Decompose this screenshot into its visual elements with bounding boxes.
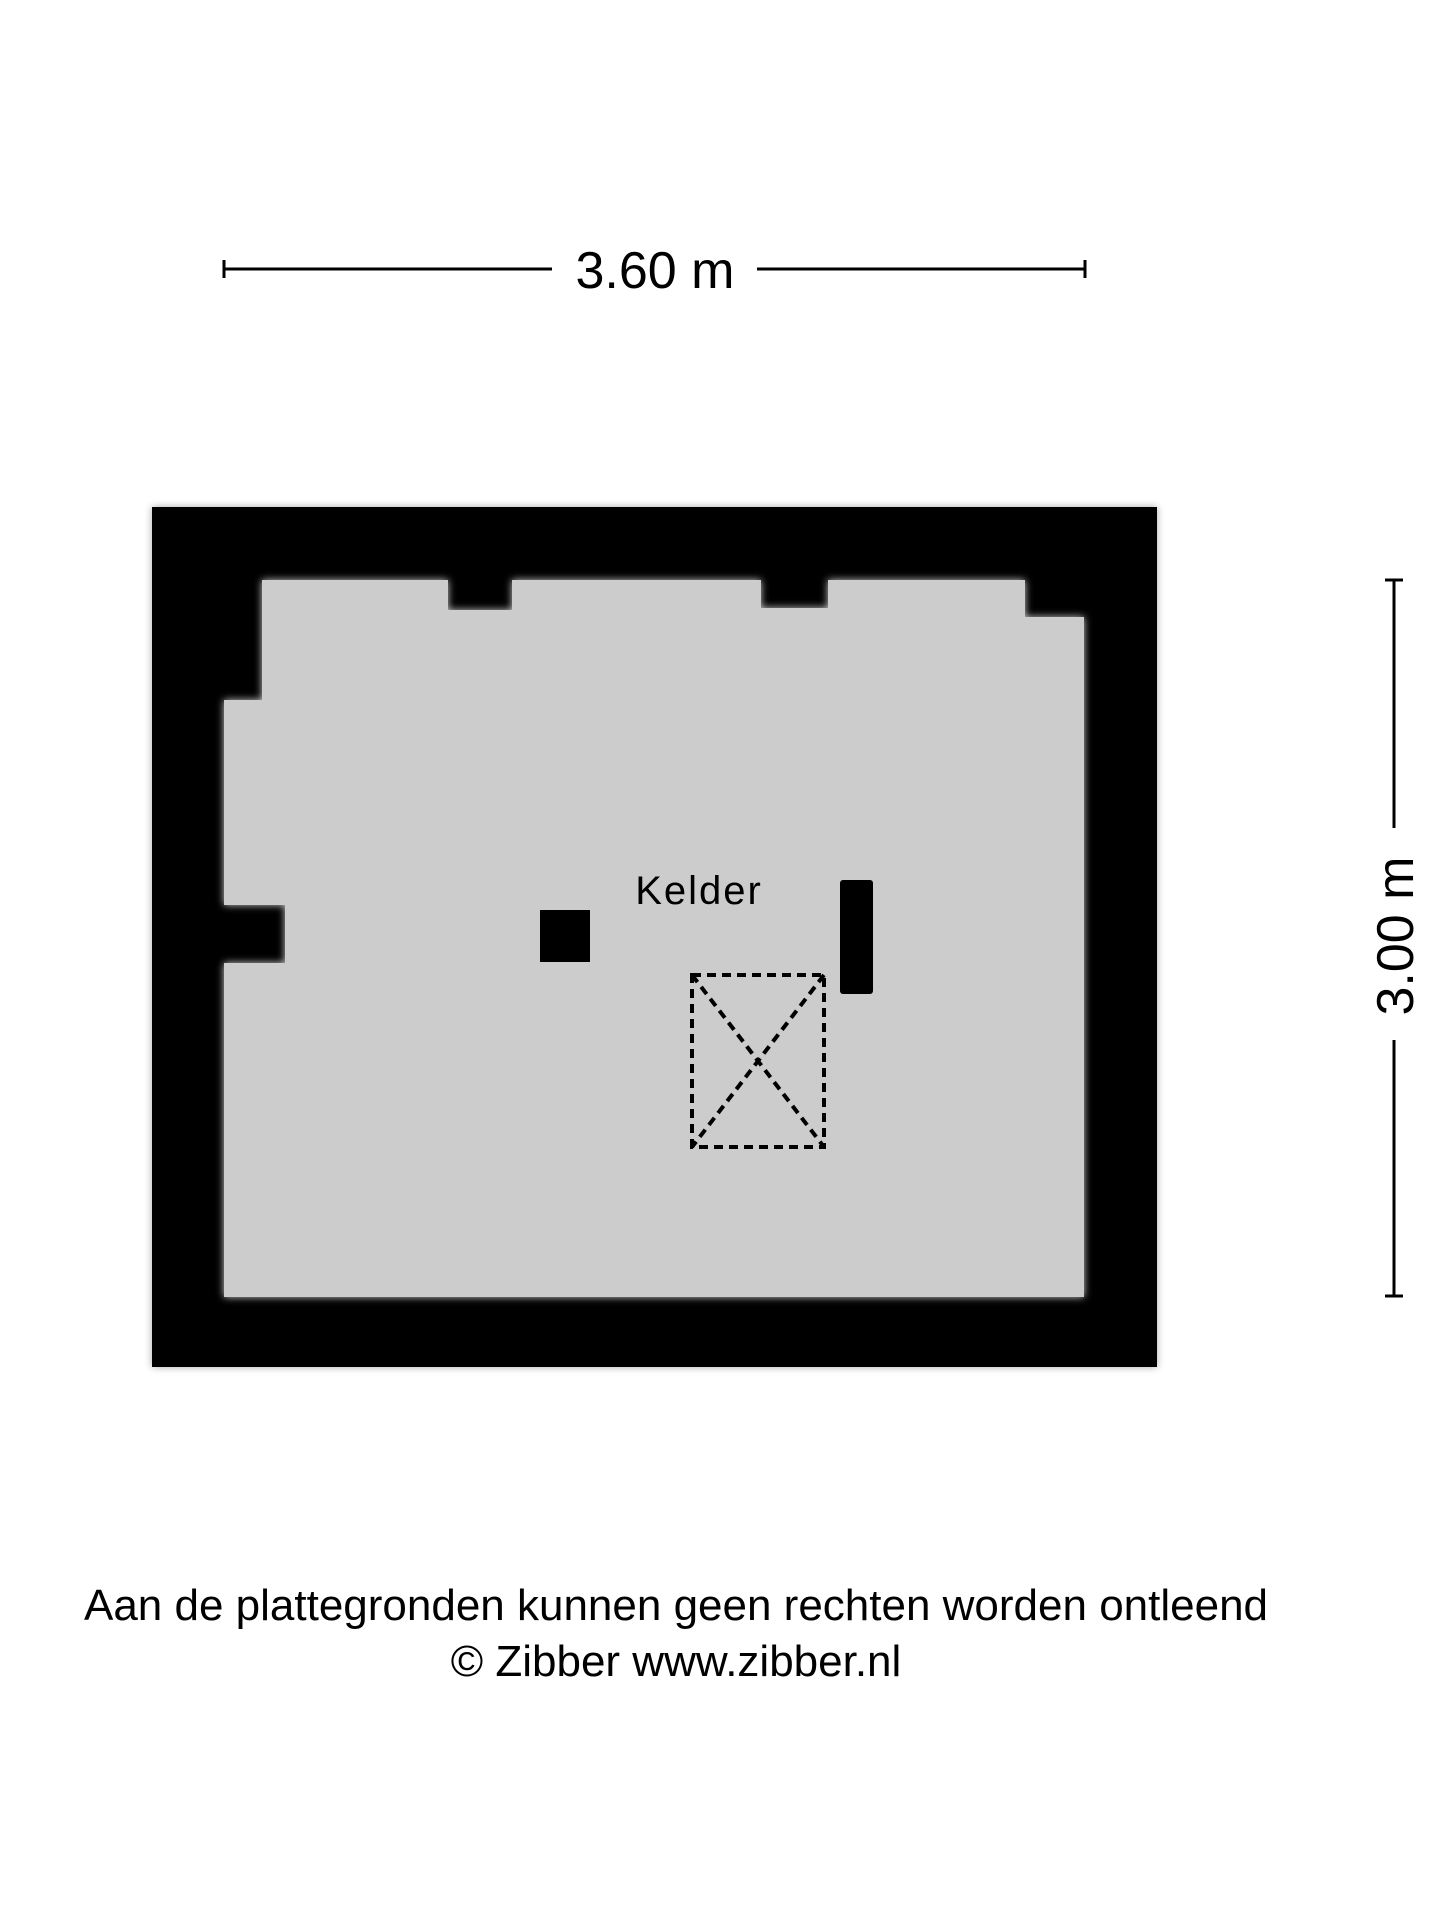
room-floor [224, 580, 1084, 1297]
room-label-kelder: Kelder [635, 869, 763, 913]
wall-stub [840, 880, 873, 994]
height-dimension-label: 3.00 m [1367, 857, 1425, 1016]
width-dimension-label: 3.60 m [576, 242, 735, 300]
hatch-outline [690, 973, 826, 1149]
floor [224, 580, 1084, 1297]
column-pillar [540, 910, 590, 962]
width-dimension: 3.60 m [222, 242, 1087, 300]
disclaimer-text: Aan de plattegronden kunnen geen rechten… [83, 1581, 1269, 1630]
hatch-icon [690, 973, 826, 1149]
copyright-text: © Zibber www.zibber.nl [450, 1637, 902, 1686]
height-dimension: 3.00 m [1367, 578, 1425, 1298]
hatch-diagonal-b [690, 973, 826, 1149]
